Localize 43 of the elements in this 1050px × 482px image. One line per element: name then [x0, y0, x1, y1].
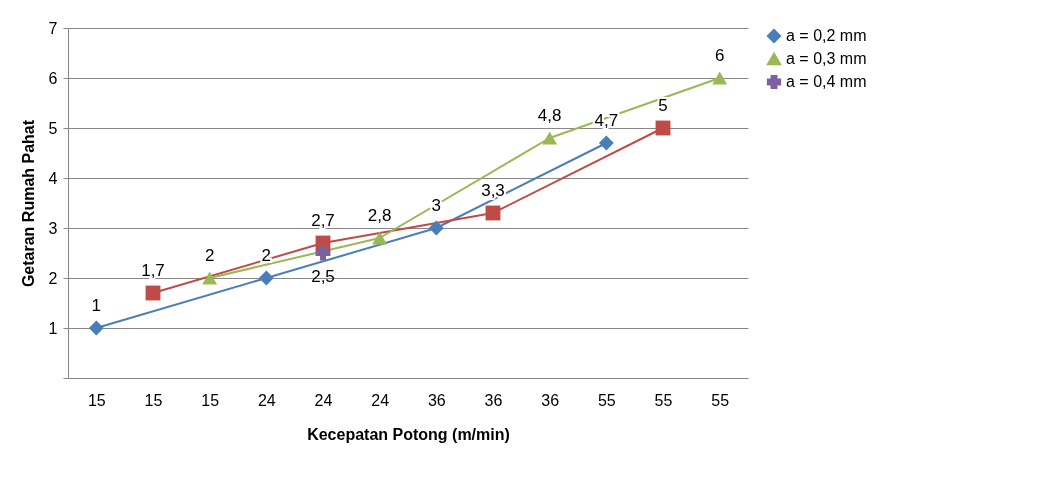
x-tick-label: 15: [201, 391, 220, 409]
data-label: 2,5: [311, 267, 335, 286]
x-tick-label: 15: [87, 391, 106, 409]
x-tick-label: 55: [654, 391, 673, 409]
y-tick-label: 2: [48, 269, 58, 287]
point: [598, 135, 614, 151]
y-axis-title: Getaran Rumah Pahat: [19, 119, 37, 288]
data-label: 1,7: [141, 261, 165, 280]
x-tick-label: 24: [371, 391, 390, 409]
point: [88, 320, 104, 336]
x-tick-label: 36: [541, 391, 560, 409]
y-tick-label: 5: [48, 119, 58, 137]
data-label: 4,8: [537, 106, 562, 125]
x-axis-title: Kecepatan Potong (m/min): [307, 425, 510, 443]
x-tick-label: 55: [711, 391, 730, 409]
point: [542, 131, 558, 145]
y-tick-label: 3: [48, 219, 58, 237]
y-tick-label: 1: [48, 319, 58, 337]
data-label: 2,7: [311, 211, 335, 230]
data-label: 1: [91, 296, 102, 315]
point: [712, 71, 728, 85]
x-tick-label: 36: [484, 391, 503, 409]
legend-label: a = 0,3 mm: [786, 50, 867, 67]
point: [202, 271, 218, 285]
point: [315, 245, 331, 261]
point: [372, 231, 388, 245]
x-tick-label: 24: [314, 391, 333, 409]
x-tick-label: 15: [144, 391, 163, 409]
y-tick-label: 7: [48, 19, 58, 37]
x-tick-label: 55: [597, 391, 616, 409]
data-label: 5: [658, 96, 668, 115]
data-label: 6: [714, 46, 725, 65]
y-tick-label: 6: [48, 69, 58, 87]
point: [428, 220, 444, 236]
point: [258, 270, 274, 286]
data-label: 2: [204, 246, 215, 265]
data-label: 2,8: [367, 206, 392, 225]
x-tick-label: 36: [427, 391, 446, 409]
y-tick-label: 4: [48, 169, 58, 187]
legend-label: a = 0,4 mm: [786, 73, 867, 90]
x-tick-label: 24: [257, 391, 276, 409]
legend-label: a = 0,2 mm: [786, 27, 867, 44]
data-label: 3,3: [481, 181, 505, 200]
